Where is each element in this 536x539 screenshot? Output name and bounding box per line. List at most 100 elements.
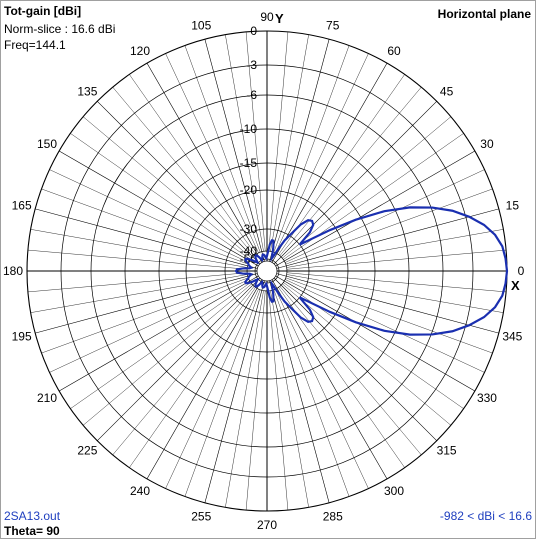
grid-ring [185,189,349,353]
grid-spoke [184,289,261,497]
grid-spoke [285,279,485,373]
grid-spoke [83,283,252,426]
angle-tick-label: 105 [191,19,211,33]
grid-spoke [268,290,289,511]
grid-spoke [184,45,261,253]
radial-tick-label: 0 [250,24,257,38]
grid-spoke [97,101,268,272]
grid-spoke [266,270,499,334]
grid-spoke [273,45,350,253]
plane-title: Horizontal plane [437,7,531,21]
grid-spoke [165,53,259,253]
grid-spoke [266,270,388,479]
grid-spoke [266,270,475,392]
grid-spoke [41,277,249,354]
angle-tick-label: 0 [518,264,525,278]
radial-tick-label: -6 [246,88,257,102]
grid-spoke [225,34,264,252]
grid-spoke [30,229,248,268]
radial-tick-label: -30 [240,222,258,236]
grid-spoke [146,270,268,479]
angle-tick-label: 90 [260,10,274,24]
grid-spoke [83,116,252,259]
grid-spoke [225,290,264,508]
radial-tick-label: -20 [240,183,258,197]
angle-tick-label: 330 [477,391,497,405]
grid-spoke [268,31,289,252]
grid-spoke [41,188,249,265]
grid-spoke [30,274,248,313]
angle-tick-label: 210 [37,391,57,405]
grid-spoke [146,63,268,272]
grid-spoke [129,74,256,255]
grid-spoke [245,290,266,511]
grid-spoke [270,290,309,508]
angle-tick-label: 240 [130,484,150,498]
grid-spoke [270,34,309,252]
angle-tick-label: 300 [384,484,404,498]
grid-spoke [27,249,248,270]
grid-spoke [285,188,493,265]
radial-tick-label: -3 [246,58,257,72]
grid-spoke [245,31,266,252]
grid-spoke [285,277,493,354]
grid-spoke [59,150,268,272]
y-axis-label: Y [275,11,284,26]
grid-spoke [266,39,330,272]
filename-label: 2SA13.out [4,509,61,523]
theta-label: Theta= 90 [4,524,60,538]
grid-ring [158,162,376,380]
grid-ring [60,64,474,478]
angle-tick-label: 30 [480,137,494,151]
angle-tick-label: 345 [502,330,522,344]
grid-spoke [49,279,249,373]
grid-spoke [275,289,369,489]
grid-spoke [112,87,255,256]
angle-tick-label: 60 [387,44,401,58]
angle-tick-label: 75 [326,19,340,33]
radial-tick-label: -10 [240,122,258,136]
grid-spoke [266,270,437,441]
grid-spoke [27,272,248,293]
x-axis-label: X [511,278,520,293]
angle-tick-label: 255 [191,509,211,523]
grid-spoke [286,274,504,313]
grid-spoke [279,87,422,256]
grid-spoke [165,289,259,489]
angle-tick-label: 195 [12,330,32,344]
angle-tick-label: 120 [130,44,150,58]
angle-tick-label: 225 [77,444,97,458]
grid-spoke [286,249,507,270]
grid-spoke [97,270,268,441]
center-ring [256,260,278,282]
grid-spoke [59,270,268,392]
angle-tick-label: 285 [323,509,343,523]
grid-spoke [282,116,451,259]
angle-tick-label: 45 [440,84,454,98]
grid-spoke [70,133,251,260]
grid-spoke [35,208,268,272]
grid-spoke [279,286,422,455]
grid-spoke [273,289,350,497]
gain-title: Tot-gain [dBi] [4,4,82,18]
grid-ring [90,94,444,448]
grid-spoke [266,150,475,272]
grid-spoke [49,169,249,263]
grid-spoke [204,39,268,272]
grid-spoke [266,270,330,503]
grid-spoke [266,101,437,272]
grid-spoke [286,229,504,268]
radial-tick-label: -40 [240,244,258,258]
grid-spoke [285,169,485,263]
radiation-pattern-series [234,206,509,336]
grid-spoke [204,270,268,503]
angle-tick-label: 150 [37,137,57,151]
grid-spoke [112,286,255,455]
grid-spoke [275,53,369,253]
angle-tick-label: 315 [437,444,457,458]
grid-spoke [286,272,507,293]
grid-spoke [35,270,268,334]
norm-slice-label: Norm-slice : 16.6 dBi [4,22,116,36]
freq-label: Freq=144.1 [4,38,66,52]
